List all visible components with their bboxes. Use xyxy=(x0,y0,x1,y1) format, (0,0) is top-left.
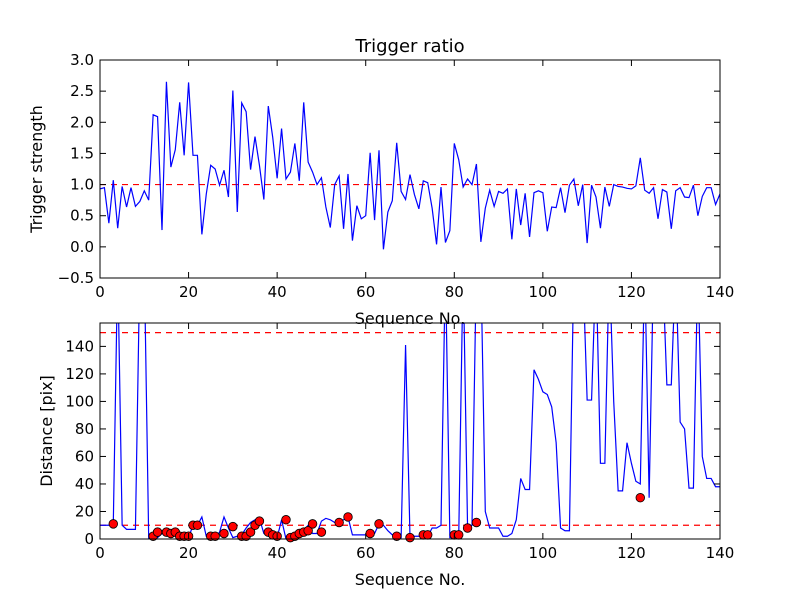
x-tick-label: 120 xyxy=(617,544,646,562)
marker-point xyxy=(343,512,353,522)
x-tick-label: 0 xyxy=(95,544,105,562)
y-tick-label: 100 xyxy=(65,392,94,410)
y-tick-label: 2.0 xyxy=(70,113,94,131)
x-tick-label: 80 xyxy=(445,544,464,562)
y-axis-ticks: −0.5 0.0 0.5 1.0 1.5 2.0 2.5 3.0 xyxy=(58,51,720,287)
y-axis-ticks: 0 20 40 60 80 100 120 140 xyxy=(65,337,720,548)
y-tick-label: 140 xyxy=(65,337,94,355)
chart-title: Trigger ratio xyxy=(354,36,464,57)
marker-point xyxy=(228,521,238,532)
x-axis-label: Sequence No. xyxy=(355,309,466,328)
y-axis-label: Distance [pix] xyxy=(37,375,56,487)
marker-point xyxy=(392,531,402,541)
marker-point xyxy=(423,530,433,540)
y-tick-label: 120 xyxy=(65,365,94,383)
marker-point xyxy=(365,528,375,539)
marker-point xyxy=(405,532,415,543)
x-tick-label: 60 xyxy=(356,283,375,301)
y-tick-label: 40 xyxy=(75,475,94,493)
marker-point xyxy=(108,519,118,529)
y-tick-label: 2.5 xyxy=(70,82,94,100)
y-tick-label: 0.0 xyxy=(70,238,94,256)
x-axis-label: Sequence No. xyxy=(355,570,466,589)
plot-area-frame xyxy=(99,59,721,279)
x-tick-label: 20 xyxy=(179,283,198,301)
x-axis-ticks: 0 20 40 60 80 100 120 140 xyxy=(95,323,734,562)
marker-point xyxy=(471,517,482,528)
marker-point xyxy=(635,493,645,503)
y-tick-label: 1.5 xyxy=(70,144,94,162)
plot-area-frame xyxy=(99,322,721,540)
trigger-ratio-chart: Trigger ratio 0 20 40 60 80 100 120 140 −0.5 0.0… xyxy=(27,36,734,328)
series-lines xyxy=(100,81,720,250)
y-tick-label: 0 xyxy=(84,530,94,548)
marker-point xyxy=(192,520,203,530)
marker-point xyxy=(152,527,163,537)
marker-point xyxy=(303,526,313,536)
x-tick-label: 40 xyxy=(268,283,287,301)
x-tick-label: 100 xyxy=(529,544,558,562)
marker-point xyxy=(245,527,256,537)
y-tick-label: −0.5 xyxy=(58,269,94,287)
marker-point xyxy=(316,527,327,537)
y-tick-label: 3.0 xyxy=(70,51,94,69)
y-tick-label: 1.0 xyxy=(70,176,94,194)
marker-point xyxy=(454,530,464,540)
marker-point xyxy=(307,519,318,529)
distance-chart: 0 20 40 60 80 100 120 140 0 20 40 60 80 100 120 140 Se… xyxy=(37,322,734,589)
series-line xyxy=(100,81,720,250)
marker-point xyxy=(374,519,384,529)
x-tick-label: 140 xyxy=(706,544,735,562)
x-tick-label: 80 xyxy=(445,283,464,301)
y-axis-label: Trigger strength xyxy=(27,105,46,234)
marker-point xyxy=(210,531,220,541)
y-tick-label: 60 xyxy=(75,447,94,465)
x-tick-label: 20 xyxy=(179,544,198,562)
marker-point xyxy=(462,523,473,533)
y-tick-label: 20 xyxy=(75,502,94,520)
marker-point xyxy=(334,517,344,528)
x-tick-label: 40 xyxy=(268,544,287,562)
x-tick-label: 0 xyxy=(95,283,105,301)
x-tick-label: 100 xyxy=(529,283,558,301)
x-tick-label: 140 xyxy=(706,283,735,301)
x-axis-ticks: 0 20 40 60 80 100 120 140 xyxy=(95,60,734,301)
marker-point xyxy=(254,516,265,526)
marker-point xyxy=(281,515,291,525)
marker-points xyxy=(108,493,645,543)
marker-point xyxy=(219,528,229,539)
x-tick-label: 60 xyxy=(356,544,375,562)
x-tick-label: 120 xyxy=(617,283,646,301)
y-tick-label: 0.5 xyxy=(70,207,94,225)
y-tick-label: 80 xyxy=(75,420,94,438)
